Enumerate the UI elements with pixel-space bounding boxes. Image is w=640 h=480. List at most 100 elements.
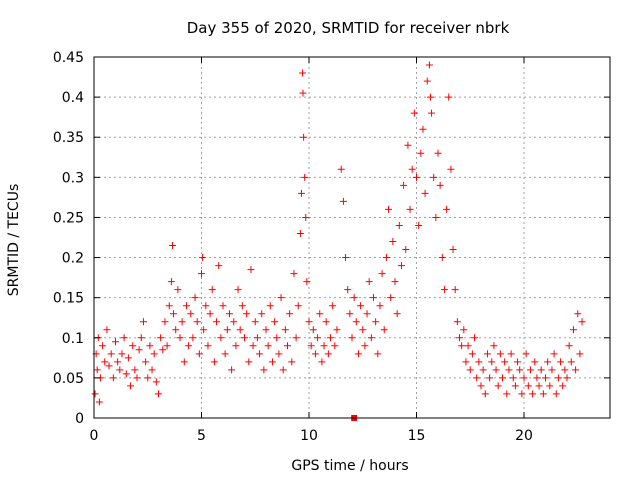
data-point bbox=[397, 262, 405, 270]
y-tick-label: 0.35 bbox=[53, 130, 84, 146]
data-point bbox=[481, 390, 489, 398]
data-point bbox=[471, 334, 479, 342]
data-point bbox=[228, 366, 236, 374]
data-point bbox=[131, 366, 139, 374]
data-point bbox=[180, 358, 188, 366]
data-point bbox=[95, 398, 103, 406]
data-point bbox=[258, 310, 266, 318]
x-axis-label: GPS time / hours bbox=[291, 458, 408, 474]
data-point bbox=[210, 358, 218, 366]
data-point bbox=[199, 254, 207, 262]
data-point bbox=[217, 334, 225, 342]
chart-title: Day 355 of 2020, SRMTID for receiver nbr… bbox=[187, 19, 510, 37]
data-point bbox=[494, 382, 502, 390]
data-point bbox=[359, 326, 367, 334]
data-point bbox=[118, 350, 126, 358]
data-point bbox=[208, 286, 216, 294]
data-point bbox=[352, 318, 360, 326]
data-point bbox=[290, 270, 298, 278]
data-point bbox=[144, 374, 152, 382]
data-point bbox=[331, 342, 339, 350]
data-point bbox=[546, 382, 554, 390]
data-point bbox=[378, 270, 386, 278]
data-point bbox=[256, 350, 264, 358]
data-point bbox=[135, 346, 143, 354]
data-point bbox=[443, 205, 451, 213]
data-point bbox=[458, 342, 466, 350]
data-point bbox=[234, 286, 242, 294]
data-point bbox=[296, 229, 304, 237]
data-point bbox=[191, 294, 199, 302]
data-point bbox=[114, 358, 122, 366]
data-point bbox=[550, 350, 558, 358]
data-point bbox=[430, 173, 438, 181]
y-axis-label: SRMTID / TECUs bbox=[6, 184, 22, 297]
data-point bbox=[309, 326, 317, 334]
axis-ticks: 0 5 10 15 20 0 0.05 0.1 0.15 0.2 0.25 0.3 0.35 0.4 0.4… bbox=[53, 50, 610, 444]
data-point bbox=[163, 342, 171, 350]
data-point bbox=[294, 302, 302, 310]
data-point bbox=[273, 334, 281, 342]
data-point bbox=[563, 374, 571, 382]
data-point bbox=[193, 318, 201, 326]
data-point bbox=[202, 302, 210, 310]
data-point bbox=[93, 366, 101, 374]
data-point bbox=[146, 342, 154, 350]
data-point bbox=[483, 350, 491, 358]
data-point bbox=[299, 89, 307, 97]
data-point bbox=[219, 302, 227, 310]
data-point bbox=[387, 294, 395, 302]
data-point bbox=[339, 197, 347, 205]
data-point bbox=[206, 310, 214, 318]
data-point bbox=[120, 334, 128, 342]
data-point bbox=[232, 342, 240, 350]
data-point bbox=[301, 173, 309, 181]
data-point bbox=[466, 366, 474, 374]
data-point bbox=[249, 342, 257, 350]
data-point bbox=[286, 310, 294, 318]
data-point bbox=[314, 334, 322, 342]
data-point bbox=[236, 326, 244, 334]
data-point bbox=[165, 302, 173, 310]
data-point bbox=[161, 318, 169, 326]
data-point bbox=[391, 278, 399, 286]
data-point bbox=[516, 366, 524, 374]
data-point bbox=[241, 334, 248, 342]
data-point bbox=[129, 342, 137, 350]
data-point bbox=[434, 149, 442, 157]
data-point bbox=[415, 221, 423, 229]
data-point bbox=[524, 382, 532, 390]
data-point bbox=[155, 390, 162, 398]
data-point bbox=[344, 286, 352, 294]
data-point bbox=[576, 350, 584, 358]
data-point bbox=[425, 61, 433, 69]
data-point bbox=[266, 302, 274, 310]
data-point bbox=[503, 390, 511, 398]
data-point bbox=[404, 141, 412, 149]
data-point bbox=[428, 109, 436, 117]
data-point bbox=[447, 165, 455, 173]
data-point bbox=[277, 294, 285, 302]
data-point bbox=[533, 374, 541, 382]
data-point bbox=[137, 334, 145, 342]
data-point bbox=[350, 294, 358, 302]
data-point bbox=[152, 378, 160, 386]
data-point bbox=[578, 318, 586, 326]
data-point bbox=[501, 358, 509, 366]
data-point bbox=[507, 350, 515, 358]
data-point bbox=[311, 350, 319, 358]
data-point bbox=[438, 254, 446, 262]
data-point bbox=[105, 362, 113, 370]
y-tick-label: 0.25 bbox=[53, 210, 84, 226]
data-point bbox=[464, 342, 472, 350]
data-point bbox=[204, 342, 212, 350]
data-point bbox=[531, 358, 539, 366]
y-tick-label: 0.1 bbox=[62, 331, 84, 347]
data-point bbox=[148, 366, 156, 374]
data-point bbox=[357, 302, 365, 310]
data-point bbox=[247, 266, 255, 274]
data-point bbox=[101, 358, 109, 366]
data-point bbox=[393, 310, 401, 318]
data-point bbox=[262, 326, 270, 334]
